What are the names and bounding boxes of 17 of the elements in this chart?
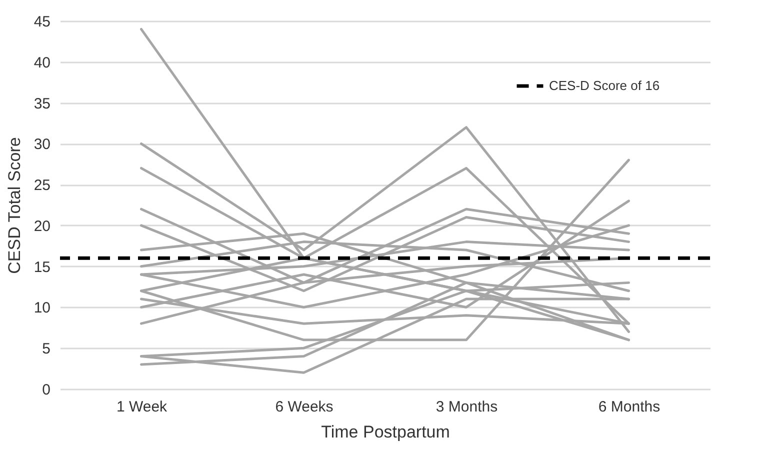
y-tick-label: 0 bbox=[42, 382, 50, 398]
y-tick-label: 20 bbox=[34, 218, 50, 235]
legend-label: CES-D Score of 16 bbox=[549, 78, 660, 93]
x-tick-label: 1 Week bbox=[116, 398, 168, 416]
y-tick-label: 10 bbox=[34, 300, 50, 317]
x-tick-label: 6 Weeks bbox=[275, 398, 334, 416]
x-tick-label: 3 Months bbox=[436, 398, 498, 416]
x-tick-label: 6 Months bbox=[598, 398, 660, 416]
y-tick-label: 25 bbox=[34, 177, 50, 194]
y-tick-label: 15 bbox=[34, 258, 50, 276]
x-axis-title: Time Postpartum bbox=[321, 422, 450, 442]
y-tick-label: 30 bbox=[34, 136, 50, 154]
y-axis-title: CESD Total Score bbox=[4, 137, 24, 274]
y-tick-label: 45 bbox=[34, 14, 50, 30]
y-tick-label: 40 bbox=[34, 54, 50, 72]
y-tick-label: 35 bbox=[34, 95, 50, 112]
y-tick-label: 5 bbox=[42, 340, 50, 358]
